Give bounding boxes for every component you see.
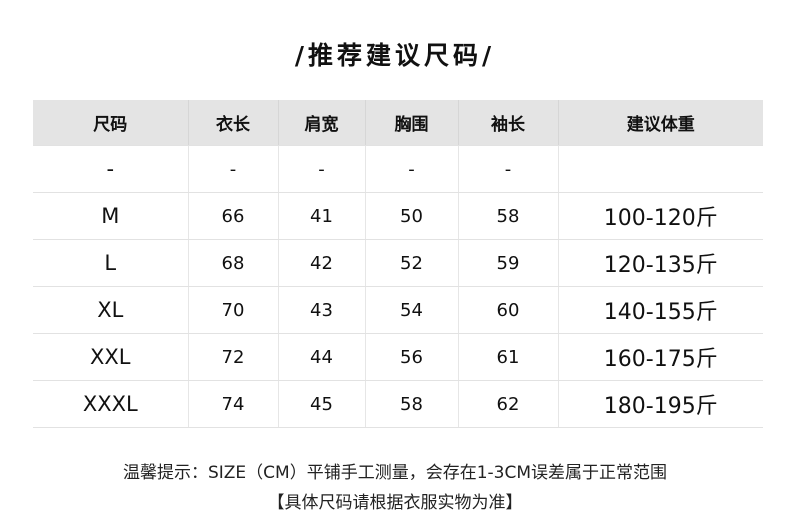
cell-size: M	[33, 192, 188, 240]
cell-sleeve: 62	[457, 380, 558, 428]
cell-chest: 50	[364, 192, 458, 240]
cell-shoulder: 41	[277, 192, 365, 240]
cell-size: -	[33, 145, 188, 193]
cell-shoulder: 43	[277, 286, 365, 334]
cell-weight: 140-155斤	[557, 286, 763, 334]
cell-shoulder: -	[277, 145, 365, 193]
cell-chest: -	[364, 145, 458, 193]
cell-sleeve: 58	[457, 192, 558, 240]
header-shoulder: 肩宽	[277, 100, 365, 146]
cell-length: 72	[187, 333, 278, 381]
cell-sleeve: 61	[457, 333, 558, 381]
table-row: -----	[33, 145, 763, 193]
cell-length: 70	[187, 286, 278, 334]
cell-size: XXL	[33, 333, 188, 381]
cell-sleeve: -	[457, 145, 558, 193]
cell-chest: 52	[364, 239, 458, 287]
page-title: /推荐建议尺码/	[294, 41, 496, 70]
measurement-note: 温馨提示：SIZE（CM）平铺手工测量，会存在1-3CM误差属于正常范围	[122, 463, 668, 483]
cell-size: XL	[33, 286, 188, 334]
actual-item-note: 【具体尺码请根据衣服实物为准】	[267, 493, 523, 513]
cell-chest: 58	[364, 380, 458, 428]
table-row: XL 70 43 54 60 140-155斤	[33, 286, 763, 334]
cell-weight	[557, 145, 763, 193]
table-body: - - - - - M 66 41 50 58 100-120斤 L 68 42 52 59 120-135斤 X…	[33, 145, 763, 428]
table-header-row: 尺码 衣长 肩宽 胸围 袖长 建议体重	[33, 100, 763, 146]
header-length: 衣长	[187, 100, 278, 146]
header-sleeve: 袖长	[457, 100, 558, 146]
cell-sleeve: 60	[457, 286, 558, 334]
cell-weight: 180-195斤	[557, 380, 763, 428]
header-size: 尺码	[33, 100, 188, 146]
cell-sleeve: 59	[457, 239, 558, 287]
cell-length: 74	[187, 380, 278, 428]
cell-size: L	[33, 239, 188, 287]
cell-weight: 160-175斤	[557, 333, 763, 381]
cell-shoulder: 44	[277, 333, 365, 381]
cell-shoulder: 42	[277, 239, 365, 287]
cell-weight: 120-135斤	[557, 239, 763, 287]
cell-shoulder: 45	[277, 380, 365, 428]
cell-chest: 56	[364, 333, 458, 381]
size-chart-table: 尺码 衣长 肩宽 胸围 袖长 建议体重 - - - - - M 66 41 50 58 100-12…	[33, 100, 763, 428]
header-chest: 胸围	[364, 100, 458, 146]
cell-size: XXXL	[33, 380, 188, 428]
table-row: XXXL 74 45 58 62 180-195斤	[33, 380, 763, 428]
table-row: XXL 72 44 56 61 160-175斤	[33, 333, 763, 381]
table-row: L 68 42 52 59 120-135斤	[33, 239, 763, 287]
header-weight: 建议体重	[557, 100, 763, 146]
cell-length: 66	[187, 192, 278, 240]
cell-length: 68	[187, 239, 278, 287]
cell-length: -	[187, 145, 278, 193]
table-row: M 66 41 50 58 100-120斤	[33, 192, 763, 240]
cell-chest: 54	[364, 286, 458, 334]
cell-weight: 100-120斤	[557, 192, 763, 240]
